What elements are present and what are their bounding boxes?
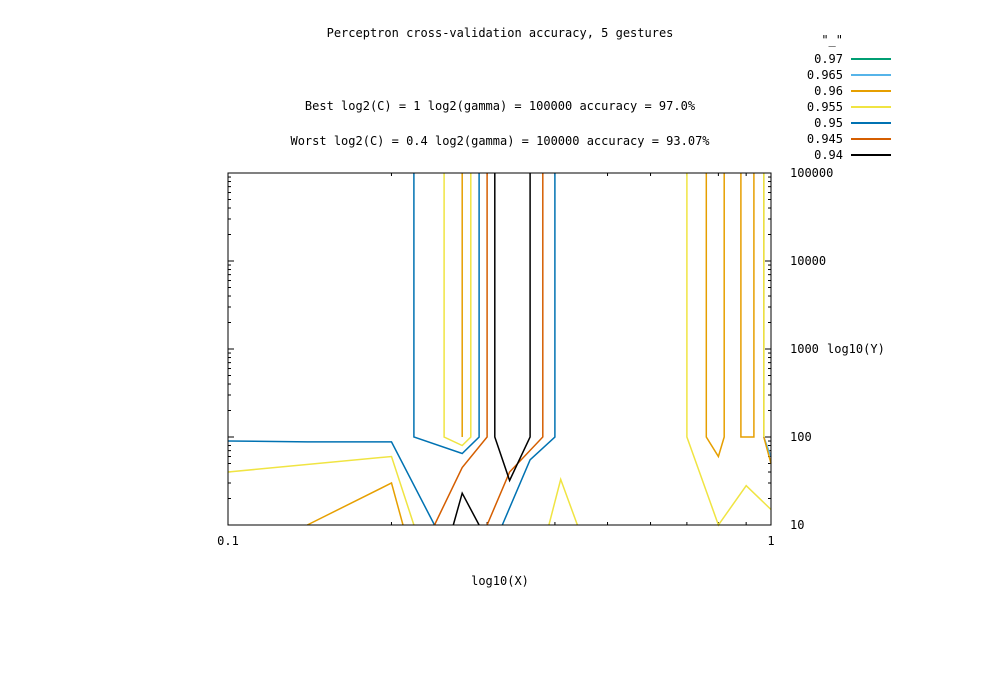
axis-ticks xyxy=(227,173,772,526)
contour-line-0_965-0 xyxy=(763,173,772,457)
legend-title: "_" xyxy=(821,33,843,47)
chart-title: Perceptron cross-validation accuracy, 5 … xyxy=(327,26,674,40)
contour-line-0_96-3 xyxy=(740,173,755,438)
legend-label: 0.945 xyxy=(807,132,843,146)
x-tick-label: 0.1 xyxy=(217,534,239,548)
y-tick-label: 10000 xyxy=(790,254,826,268)
contour-line-0_955-1 xyxy=(227,455,415,526)
contour-line-0_94-1 xyxy=(452,491,480,526)
contour-line-0_96-1 xyxy=(306,481,404,526)
legend-label: 0.95 xyxy=(814,116,843,130)
y-tick-label: 100 xyxy=(790,430,812,444)
contour-line-0_94-0 xyxy=(494,173,531,483)
contour-line-0_955-2 xyxy=(548,476,579,526)
contour-line-0_955-3 xyxy=(686,173,772,527)
contour-line-0_955-0 xyxy=(443,173,472,447)
legend: "_" 0.97 0.965 0.96 0.955 0.95 0.945 0.94 xyxy=(807,33,891,162)
worst-annotation: Worst log2(C) = 0.4 log2(gamma) = 100000… xyxy=(290,134,710,148)
legend-label: 0.965 xyxy=(807,68,843,82)
y-tick-label: 100000 xyxy=(790,166,833,180)
legend-label: 0.94 xyxy=(814,148,843,162)
y-tick-label: 1000 xyxy=(790,342,819,356)
contour-line-0_945-0 xyxy=(433,173,488,526)
tick-labels: 10 100 1000 10000 100000 0.1 1 xyxy=(217,166,833,548)
contour-line-0_96-2 xyxy=(705,173,725,459)
x-axis-label: log10(X) xyxy=(471,574,529,588)
legend-label: 0.955 xyxy=(807,100,843,114)
contour-line-0_95-0 xyxy=(227,440,436,526)
contour-line-0_945-1 xyxy=(486,173,544,526)
y-tick-label: 10 xyxy=(790,518,804,532)
y-axis-label: log10(Y) xyxy=(827,342,885,356)
best-annotation: Best log2(C) = 1 log2(gamma) = 100000 ac… xyxy=(305,99,696,113)
contour-line-0_96-4 xyxy=(763,173,772,464)
contour-line-0_95-1 xyxy=(413,173,480,455)
legend-label: 0.96 xyxy=(814,84,843,98)
contour-lines xyxy=(227,173,772,527)
plot-frame xyxy=(227,172,772,526)
legend-label: 0.97 xyxy=(814,52,843,66)
contour-line-0_95-2 xyxy=(501,173,556,526)
x-tick-label: 1 xyxy=(767,534,774,548)
